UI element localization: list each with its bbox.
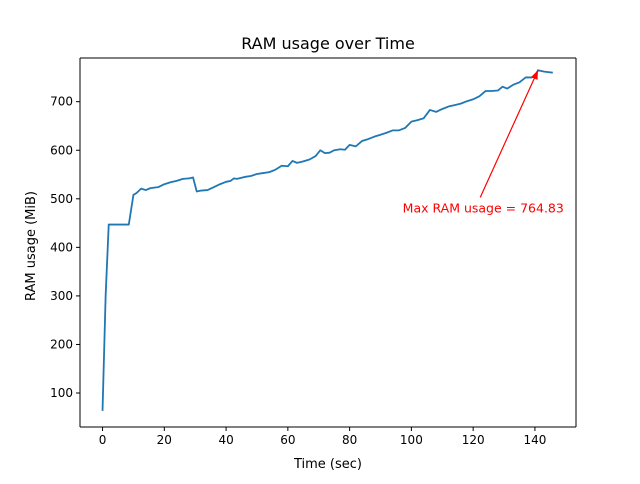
x-tick-label: 20 <box>157 433 172 447</box>
y-tick-label: 700 <box>50 95 73 109</box>
y-tick-label: 600 <box>50 143 73 157</box>
annotation-arrow-line <box>479 69 539 198</box>
y-tick-label: 300 <box>50 289 73 303</box>
plot-area: 0 20 40 60 80 100 120 140 100 200 300 400 500 600 700 M… <box>50 57 577 447</box>
x-tick-label: 60 <box>280 433 295 447</box>
x-tick-label: 80 <box>342 433 357 447</box>
y-tick-label: 500 <box>50 192 73 206</box>
x-tick-label: 0 <box>99 433 107 447</box>
x-tick-label: 100 <box>400 433 423 447</box>
series-line-0 <box>101 69 553 411</box>
chart-title: RAM usage over Time <box>241 34 415 53</box>
y-axis-label: RAM usage (MiB) <box>24 191 39 301</box>
y-tick-label: 100 <box>50 386 73 400</box>
x-tick-label: 40 <box>218 433 233 447</box>
x-tick-label: 140 <box>523 433 546 447</box>
x-axis-label: Time (sec) <box>293 457 362 472</box>
x-tick-label: 120 <box>462 433 485 447</box>
annotation-arrow-head <box>531 70 539 80</box>
y-tick-label: 400 <box>50 240 73 254</box>
annotation-label: Max RAM usage = 764.83 <box>403 200 564 215</box>
y-tick-label: 200 <box>50 337 73 351</box>
